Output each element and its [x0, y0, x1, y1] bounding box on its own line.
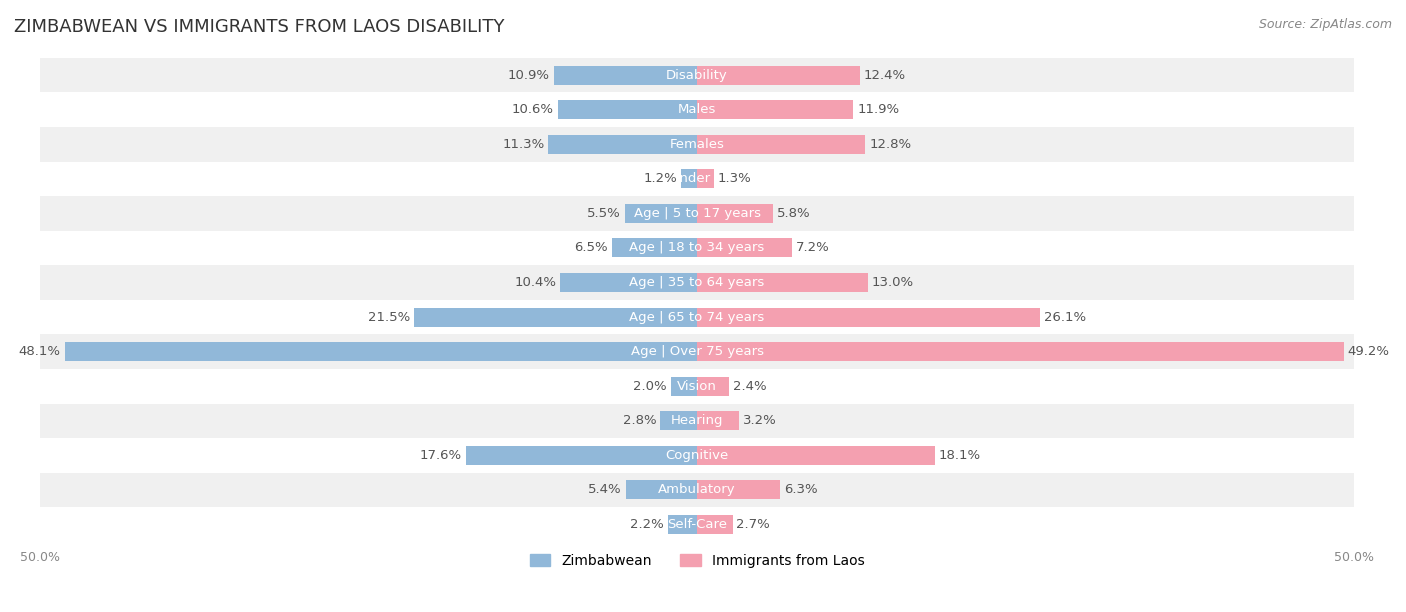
Text: 48.1%: 48.1%: [18, 345, 60, 358]
Text: 1.3%: 1.3%: [718, 173, 752, 185]
Bar: [697, 170, 714, 188]
Text: 5.4%: 5.4%: [589, 483, 621, 496]
Bar: [668, 515, 697, 534]
Text: 5.8%: 5.8%: [778, 207, 811, 220]
Bar: [697, 446, 935, 465]
Bar: [39, 300, 1354, 334]
Text: Hearing: Hearing: [671, 414, 723, 427]
Text: 17.6%: 17.6%: [419, 449, 461, 462]
Bar: [697, 515, 733, 534]
Text: 2.2%: 2.2%: [630, 518, 664, 531]
Bar: [39, 231, 1354, 265]
Text: 2.7%: 2.7%: [737, 518, 770, 531]
Text: 1.2%: 1.2%: [644, 173, 678, 185]
Bar: [671, 377, 697, 396]
Text: 6.5%: 6.5%: [574, 242, 607, 255]
Bar: [39, 507, 1354, 542]
Bar: [39, 127, 1354, 162]
Bar: [697, 480, 780, 499]
Text: Age | 18 to 34 years: Age | 18 to 34 years: [630, 242, 765, 255]
Bar: [697, 135, 865, 154]
Text: 10.4%: 10.4%: [515, 276, 557, 289]
Bar: [697, 273, 868, 292]
Bar: [560, 273, 697, 292]
Bar: [697, 377, 728, 396]
Text: 10.9%: 10.9%: [508, 69, 550, 81]
Legend: Zimbabwean, Immigrants from Laos: Zimbabwean, Immigrants from Laos: [524, 548, 870, 573]
Bar: [612, 239, 697, 258]
Text: Age | Under 5 years: Age | Under 5 years: [631, 173, 763, 185]
Text: 2.8%: 2.8%: [623, 414, 657, 427]
Bar: [39, 162, 1354, 196]
Bar: [558, 100, 697, 119]
Bar: [697, 100, 853, 119]
Text: 18.1%: 18.1%: [939, 449, 981, 462]
Text: 49.2%: 49.2%: [1348, 345, 1391, 358]
Text: Self-Care: Self-Care: [666, 518, 727, 531]
Bar: [697, 308, 1040, 327]
Bar: [39, 369, 1354, 403]
Bar: [697, 204, 773, 223]
Text: Cognitive: Cognitive: [665, 449, 728, 462]
Bar: [39, 334, 1354, 369]
Text: Age | 5 to 17 years: Age | 5 to 17 years: [634, 207, 761, 220]
Text: 11.9%: 11.9%: [858, 103, 900, 116]
Bar: [465, 446, 697, 465]
Bar: [548, 135, 697, 154]
Text: 11.3%: 11.3%: [502, 138, 544, 151]
Text: Vision: Vision: [678, 379, 717, 393]
Bar: [415, 308, 697, 327]
Text: Disability: Disability: [666, 69, 728, 81]
Text: 21.5%: 21.5%: [368, 310, 411, 324]
Text: Age | 35 to 64 years: Age | 35 to 64 years: [630, 276, 765, 289]
Text: Source: ZipAtlas.com: Source: ZipAtlas.com: [1258, 18, 1392, 31]
Bar: [39, 403, 1354, 438]
Text: 12.4%: 12.4%: [865, 69, 905, 81]
Text: 2.0%: 2.0%: [633, 379, 666, 393]
Text: Ambulatory: Ambulatory: [658, 483, 735, 496]
Text: 3.2%: 3.2%: [742, 414, 776, 427]
Text: Age | 65 to 74 years: Age | 65 to 74 years: [630, 310, 765, 324]
Bar: [661, 411, 697, 430]
Bar: [65, 342, 697, 361]
Bar: [697, 239, 792, 258]
Bar: [39, 92, 1354, 127]
Text: 10.6%: 10.6%: [512, 103, 554, 116]
Bar: [624, 204, 697, 223]
Bar: [39, 265, 1354, 300]
Bar: [39, 58, 1354, 92]
Bar: [697, 65, 860, 84]
Text: 2.4%: 2.4%: [733, 379, 766, 393]
Text: 13.0%: 13.0%: [872, 276, 914, 289]
Bar: [697, 342, 1344, 361]
Text: Males: Males: [678, 103, 716, 116]
Bar: [39, 196, 1354, 231]
Text: 26.1%: 26.1%: [1045, 310, 1087, 324]
Bar: [682, 170, 697, 188]
Bar: [626, 480, 697, 499]
Bar: [39, 438, 1354, 472]
Text: 7.2%: 7.2%: [796, 242, 830, 255]
Text: 6.3%: 6.3%: [783, 483, 817, 496]
Bar: [697, 411, 740, 430]
Text: Females: Females: [669, 138, 724, 151]
Text: ZIMBABWEAN VS IMMIGRANTS FROM LAOS DISABILITY: ZIMBABWEAN VS IMMIGRANTS FROM LAOS DISAB…: [14, 18, 505, 36]
Bar: [39, 472, 1354, 507]
Text: 12.8%: 12.8%: [869, 138, 911, 151]
Text: 5.5%: 5.5%: [586, 207, 620, 220]
Text: Age | Over 75 years: Age | Over 75 years: [630, 345, 763, 358]
Bar: [554, 65, 697, 84]
